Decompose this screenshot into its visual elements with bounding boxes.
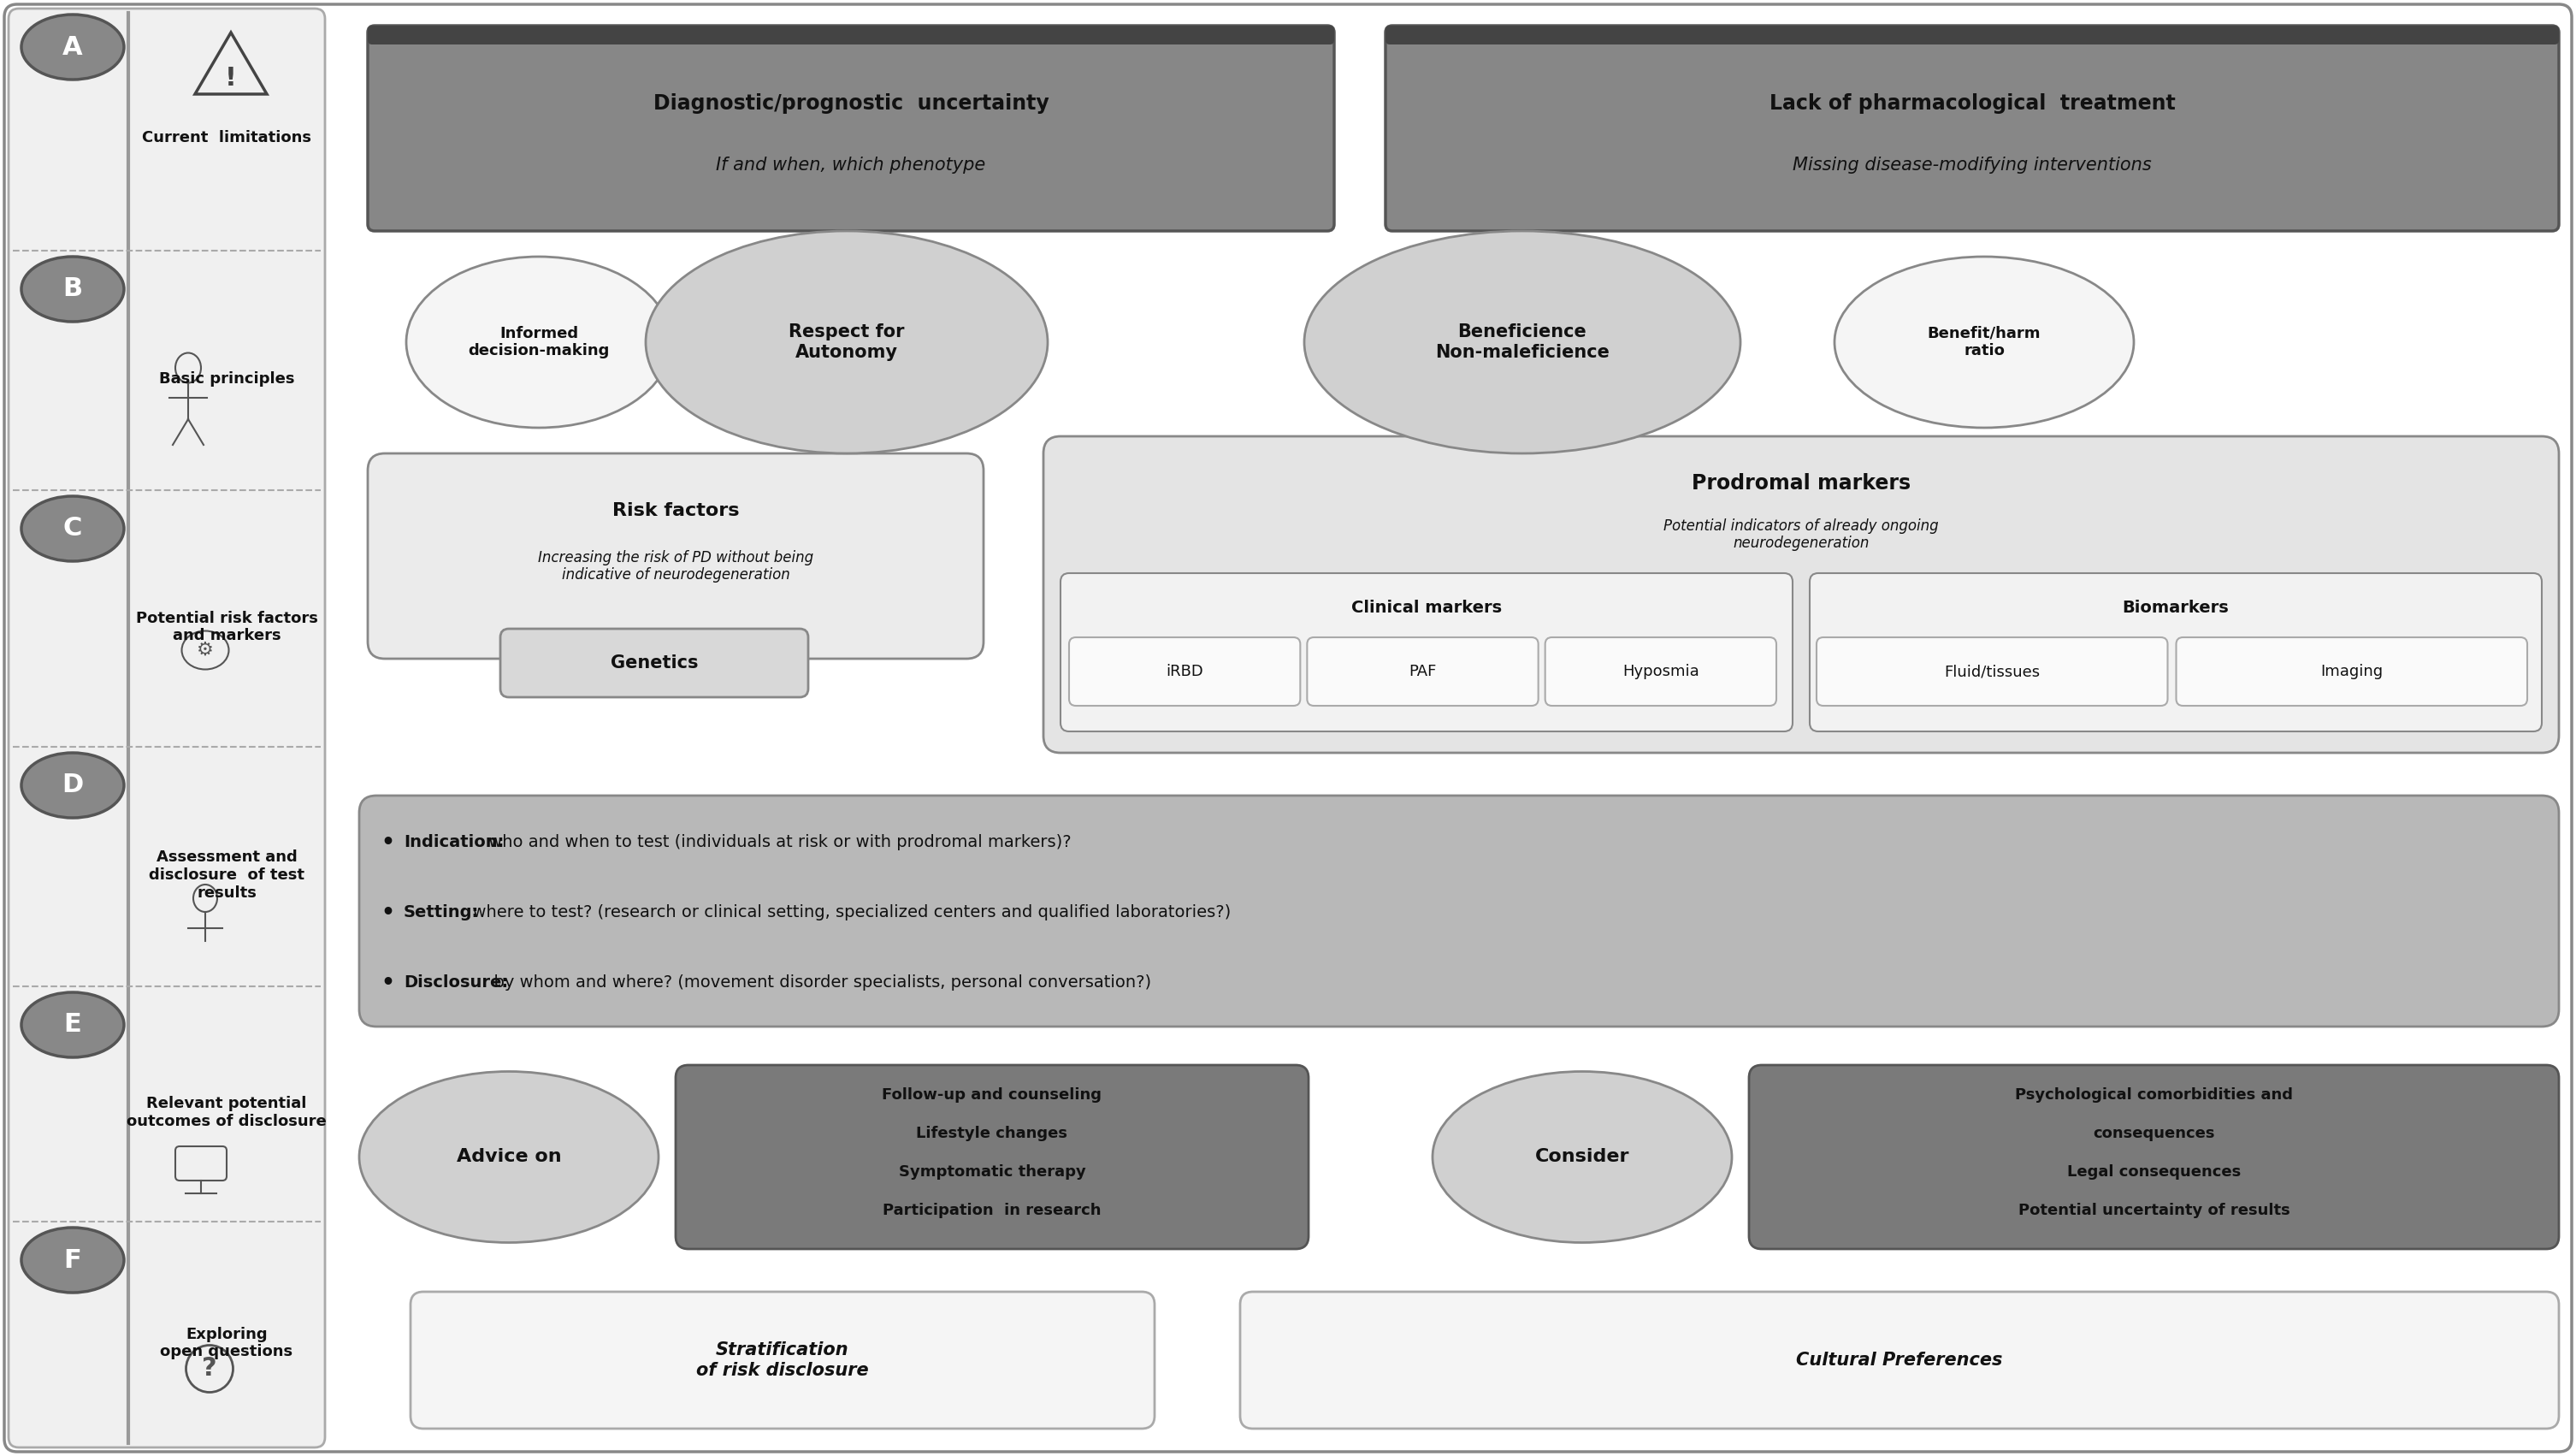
Text: !: ! [224, 67, 237, 92]
FancyBboxPatch shape [1386, 26, 2558, 232]
Text: Hyposmia: Hyposmia [1623, 664, 1700, 680]
Text: ⚙: ⚙ [196, 642, 214, 658]
Text: Disclosure:: Disclosure: [404, 976, 507, 992]
Text: Genetics: Genetics [611, 654, 698, 671]
Text: D: D [62, 773, 82, 798]
Text: Informed
decision-making: Informed decision-making [469, 326, 611, 358]
Text: Symptomatic therapy: Symptomatic therapy [899, 1165, 1084, 1179]
Text: Clinical markers: Clinical markers [1352, 600, 1502, 616]
FancyBboxPatch shape [1811, 574, 2543, 731]
FancyBboxPatch shape [2177, 638, 2527, 706]
Ellipse shape [407, 256, 672, 428]
Ellipse shape [21, 753, 124, 818]
FancyBboxPatch shape [410, 1291, 1154, 1428]
Text: Current  limitations: Current limitations [142, 131, 312, 146]
FancyBboxPatch shape [675, 1064, 1309, 1249]
FancyBboxPatch shape [1069, 638, 1301, 706]
FancyBboxPatch shape [368, 453, 984, 658]
FancyBboxPatch shape [358, 795, 2558, 1026]
Text: where to test? (research or clinical setting, specialized centers and qualified : where to test? (research or clinical set… [461, 904, 1231, 920]
FancyBboxPatch shape [368, 26, 1334, 232]
Text: Increasing the risk of PD without being
indicative of neurodegeneration: Increasing the risk of PD without being … [538, 550, 814, 582]
Text: If and when, which phenotype: If and when, which phenotype [716, 157, 987, 173]
Text: Participation  in research: Participation in research [884, 1203, 1103, 1219]
Text: B: B [62, 277, 82, 301]
Text: Consider: Consider [1535, 1149, 1631, 1166]
Text: Imaging: Imaging [2321, 664, 2383, 680]
Text: Biomarkers: Biomarkers [2123, 600, 2228, 616]
Text: •: • [381, 973, 394, 993]
Text: Legal consequences: Legal consequences [2066, 1165, 2241, 1179]
Text: Prodromal markers: Prodromal markers [1692, 473, 1911, 494]
Text: Potential risk factors
and markers: Potential risk factors and markers [137, 610, 317, 644]
FancyBboxPatch shape [1061, 574, 1793, 731]
FancyBboxPatch shape [1306, 638, 1538, 706]
Text: Cultural Preferences: Cultural Preferences [1795, 1351, 2002, 1369]
Text: consequences: consequences [2092, 1125, 2215, 1142]
Text: •: • [381, 903, 394, 923]
Text: Potential indicators of already ongoing
neurodegeneration: Potential indicators of already ongoing … [1664, 518, 1940, 552]
FancyBboxPatch shape [8, 9, 325, 1447]
Text: Diagnostic/prognostic  uncertainty: Diagnostic/prognostic uncertainty [654, 93, 1048, 114]
Text: Beneficience
Non-maleficience: Beneficience Non-maleficience [1435, 323, 1610, 361]
Text: Missing disease-modifying interventions: Missing disease-modifying interventions [1793, 157, 2151, 173]
Text: Relevant potential
outcomes of disclosure: Relevant potential outcomes of disclosur… [126, 1096, 327, 1128]
Text: Basic principles: Basic principles [160, 371, 294, 387]
Text: Assessment and
disclosure  of test
results: Assessment and disclosure of test result… [149, 850, 304, 901]
Text: who and when to test (individuals at risk or with prodromal markers)?: who and when to test (individuals at ris… [484, 834, 1072, 850]
Ellipse shape [1432, 1072, 1731, 1242]
Text: Potential uncertainty of results: Potential uncertainty of results [2017, 1203, 2290, 1219]
Text: iRBD: iRBD [1167, 664, 1203, 680]
Text: Setting:: Setting: [404, 904, 479, 920]
Ellipse shape [1834, 256, 2133, 428]
FancyBboxPatch shape [368, 26, 1334, 45]
Ellipse shape [647, 232, 1048, 453]
FancyBboxPatch shape [1749, 1064, 2558, 1249]
FancyBboxPatch shape [1386, 26, 2558, 45]
Text: Follow-up and counseling: Follow-up and counseling [881, 1088, 1103, 1102]
FancyBboxPatch shape [1816, 638, 2166, 706]
Text: by whom and where? (movement disorder specialists, personal conversation?): by whom and where? (movement disorder sp… [484, 976, 1151, 992]
Ellipse shape [358, 1072, 659, 1242]
Text: Lack of pharmacological  treatment: Lack of pharmacological treatment [1770, 93, 2174, 114]
Ellipse shape [21, 15, 124, 80]
Text: C: C [64, 517, 82, 542]
FancyBboxPatch shape [1239, 1291, 2558, 1428]
Ellipse shape [21, 1227, 124, 1293]
Text: Risk factors: Risk factors [613, 502, 739, 520]
Text: •: • [381, 833, 394, 853]
FancyBboxPatch shape [1546, 638, 1777, 706]
FancyBboxPatch shape [1043, 437, 2558, 753]
Text: E: E [64, 1012, 82, 1037]
Text: Advice on: Advice on [456, 1149, 562, 1166]
Text: Stratification
of risk disclosure: Stratification of risk disclosure [696, 1342, 868, 1379]
Text: Benefit/harm
ratio: Benefit/harm ratio [1927, 326, 2040, 358]
Text: ?: ? [201, 1357, 216, 1382]
Text: Respect for
Autonomy: Respect for Autonomy [788, 323, 904, 361]
Ellipse shape [21, 993, 124, 1057]
Ellipse shape [21, 496, 124, 561]
Text: Lifestyle changes: Lifestyle changes [917, 1125, 1069, 1142]
Ellipse shape [21, 256, 124, 322]
Text: Fluid/tissues: Fluid/tissues [1945, 664, 2040, 680]
Text: Psychological comorbidities and: Psychological comorbidities and [2014, 1088, 2293, 1102]
Text: Exploring
open questions: Exploring open questions [160, 1326, 294, 1360]
Ellipse shape [1303, 232, 1741, 453]
Text: A: A [62, 35, 82, 60]
Text: Indication:: Indication: [404, 834, 505, 850]
FancyBboxPatch shape [500, 629, 809, 697]
Text: F: F [64, 1248, 82, 1273]
Text: PAF: PAF [1409, 664, 1437, 680]
